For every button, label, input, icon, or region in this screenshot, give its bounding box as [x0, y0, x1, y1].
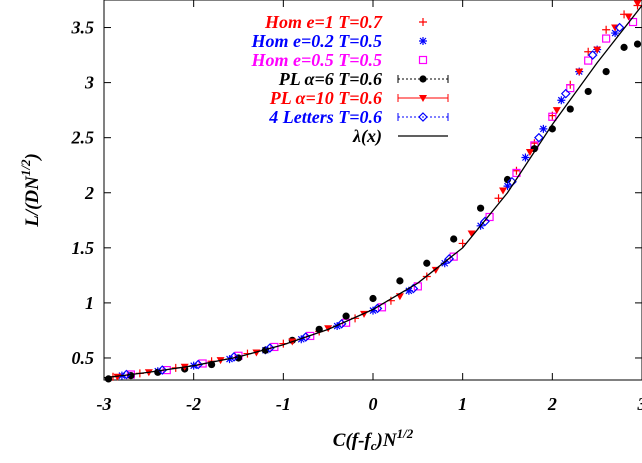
data-point: [450, 235, 457, 242]
legend-marker: [420, 57, 427, 64]
legend-label: 4 Letters T=0.6: [268, 107, 382, 127]
data-point: [539, 125, 547, 133]
x-tick-label: -2: [186, 394, 201, 414]
data-point: [602, 26, 610, 34]
y-tick-label: 3.5: [71, 18, 95, 38]
y-axis-label: L/(DN1/2): [18, 153, 43, 228]
x-tick-label: -3: [97, 394, 112, 414]
legend-marker: [419, 37, 427, 45]
data-point: [585, 57, 592, 64]
x-tick-label: 0: [369, 394, 378, 414]
legend-marker: [419, 75, 426, 82]
data-point: [584, 48, 592, 56]
data-point: [562, 90, 570, 98]
legend-label: λ(x): [352, 126, 382, 147]
data-point: [557, 96, 565, 104]
y-tick-label: 1: [85, 293, 94, 313]
x-tick-label: -1: [276, 394, 291, 414]
data-point: [477, 205, 484, 212]
data-point: [603, 35, 610, 42]
x-axis-label: C(f-fc)N1/2: [333, 426, 414, 453]
data-point: [343, 313, 350, 320]
legend-label: PL α=6 T=0.6: [278, 69, 382, 89]
legend-marker: [419, 18, 427, 26]
y-tick-label: 2: [84, 183, 94, 203]
legend-label: Hom e=1 T=0.7: [264, 12, 383, 32]
y-tick-label: 0.5: [72, 348, 95, 368]
data-point: [603, 68, 610, 75]
data-point: [585, 88, 592, 95]
data-point: [499, 188, 507, 195]
y-tick-label: 2.5: [71, 128, 95, 148]
data-point: [620, 44, 627, 51]
data-point: [634, 40, 641, 47]
x-tick-label: 3: [637, 394, 642, 414]
y-tick-label: 3: [84, 73, 94, 93]
data-point: [512, 167, 520, 175]
x-tick-label: 1: [458, 394, 467, 414]
data-point: [423, 260, 430, 267]
data-point: [634, 0, 642, 7]
data-point: [369, 295, 376, 302]
legend-label: Hom e=0.2 T=0.5: [251, 31, 383, 51]
data-point: [396, 277, 403, 284]
x-tick-label: 2: [547, 394, 557, 414]
y-tick-label: 1.5: [72, 238, 95, 258]
data-point: [567, 105, 574, 112]
legend-label: Hom e=0.5 T=0.5: [251, 50, 383, 70]
legend-label: PL α=10 T=0.6: [269, 88, 382, 108]
